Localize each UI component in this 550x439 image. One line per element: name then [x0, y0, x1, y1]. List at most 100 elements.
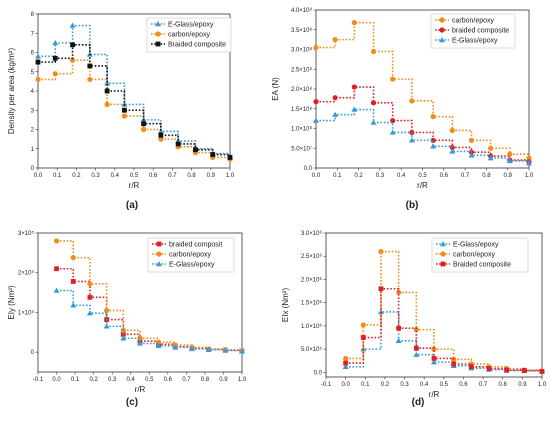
legend-entry: braided composit	[169, 242, 222, 249]
data-point	[342, 363, 349, 369]
y-tick-label: 7	[31, 31, 35, 37]
data-point	[120, 335, 127, 341]
plot-frame	[325, 232, 543, 378]
data-point	[54, 266, 59, 272]
legend-marker	[439, 17, 445, 23]
data-point	[451, 361, 457, 367]
y-tick-label: 1×10⁵	[18, 309, 35, 316]
legend-marker	[440, 261, 446, 267]
x-tick-label: 0.6	[149, 173, 158, 179]
x-tick-label: 0.3	[400, 382, 409, 388]
data-point	[332, 37, 338, 43]
legend-entry: braided composite	[452, 28, 509, 35]
x-axis-label: r/R	[129, 181, 140, 190]
data-point	[431, 359, 437, 365]
data-point	[69, 57, 76, 63]
data-point	[87, 281, 93, 287]
data-point	[35, 76, 41, 83]
data-point	[521, 368, 527, 373]
data-point	[137, 335, 143, 341]
y-tick-label: 1	[31, 147, 35, 153]
x-tick-label: 0.9	[207, 173, 216, 179]
y-tick-label: 3×10⁵	[18, 230, 35, 237]
y-tick-label: 2.0×10⁶	[301, 276, 323, 283]
x-tick-label: 0.1	[71, 377, 80, 383]
series-line	[56, 267, 243, 351]
y-tick-label: 6	[31, 51, 35, 57]
legend-entry: carbon/epoxy	[169, 252, 212, 259]
legend-entry: E-Glass/epoxy	[169, 262, 215, 269]
chart-panel-1: 0.0 0.1 0.2 0.3 0.4 0.5 0.6 0.7 0.8 0.9 1.0 0 1 2 3 4 5 6…	[7, 12, 235, 211]
data-point	[431, 346, 437, 352]
data-point	[378, 286, 384, 292]
data-point	[351, 20, 357, 26]
y-axis-label: Density per area (kg/m²)	[7, 48, 16, 135]
legend-marker	[155, 31, 161, 37]
x-tick-label: 0.9	[518, 382, 527, 388]
series-line	[38, 44, 231, 158]
x-tick-label: 1.0	[238, 377, 247, 383]
series-line	[345, 287, 543, 372]
data-point	[121, 113, 127, 119]
data-point	[155, 342, 162, 348]
x-tick-label: 0.2	[381, 382, 390, 388]
legend-marker	[156, 251, 162, 257]
y-tick-label: 1.0×10⁶	[301, 323, 323, 330]
data-point	[370, 100, 377, 106]
data-point	[103, 323, 110, 329]
legend-entry: carbon/epoxy	[168, 32, 211, 39]
data-point	[486, 366, 492, 372]
series-1	[342, 308, 545, 374]
data-point	[351, 106, 358, 112]
data-point	[222, 347, 229, 353]
data-point	[360, 322, 366, 328]
series-line	[316, 86, 530, 163]
data-point	[378, 248, 384, 255]
data-point	[70, 255, 76, 261]
x-tick-label: 0.5	[145, 377, 154, 383]
data-point	[504, 367, 510, 373]
data-point	[487, 155, 494, 161]
y-tick-label: 1.0×10⁸	[291, 126, 313, 133]
legend: E-Glass/epoxy carbon/epoxy Braided composi…	[146, 17, 232, 53]
chart-panel-4: -0.1 0.0 0.1 0.2 0.3 0.4 0.5 0.6 0.7 0.8 0.9 1.0 0.0…	[281, 230, 547, 408]
legend-entry: carbon/epoxy	[453, 252, 496, 259]
data-point	[409, 98, 415, 104]
data-point	[468, 364, 474, 370]
x-tick-label: -0.1	[321, 382, 332, 388]
x-tick-label: 0.7	[168, 173, 177, 179]
y-tick-label: 0	[31, 350, 35, 356]
series-2	[313, 84, 532, 165]
series-3	[313, 106, 532, 166]
y-tick-label: 5	[31, 70, 35, 76]
data-point	[205, 346, 212, 352]
legend: carbon/epoxy braided composite E-Glass/epo…	[430, 13, 516, 49]
data-point	[120, 331, 126, 337]
data-point	[526, 160, 532, 166]
y-tick-label: 5.0×10⁵	[301, 346, 323, 353]
legend-marker	[155, 41, 161, 47]
data-point	[389, 129, 396, 135]
x-tick-label: 0.2	[354, 173, 363, 179]
legend: braided composit carbon/epoxy E-Glass/epox…	[147, 237, 235, 273]
legend-marker	[440, 241, 446, 247]
legend-entry: E-Glass/epoxy	[452, 38, 498, 45]
data-point	[122, 107, 127, 113]
legend-marker	[439, 37, 445, 43]
legend: E-Glass/epoxy carbon/epoxy Braided composi…	[431, 237, 529, 273]
data-point	[413, 351, 420, 357]
x-tick-label: 0.7	[479, 382, 488, 388]
y-tick-label: 5.0×10⁷	[291, 145, 312, 152]
series-line	[316, 108, 530, 164]
data-point	[87, 76, 93, 83]
data-point	[413, 327, 419, 333]
x-tick-label: 0.6	[459, 382, 468, 388]
data-point	[430, 143, 437, 149]
data-point	[188, 345, 195, 352]
x-tick-label: -0.1	[33, 377, 44, 383]
x-axis-label: r/R	[135, 385, 146, 394]
x-tick-label: 0.3	[91, 173, 100, 179]
y-tick-label: 0	[31, 166, 35, 172]
data-point	[104, 307, 110, 314]
data-point	[70, 279, 76, 284]
